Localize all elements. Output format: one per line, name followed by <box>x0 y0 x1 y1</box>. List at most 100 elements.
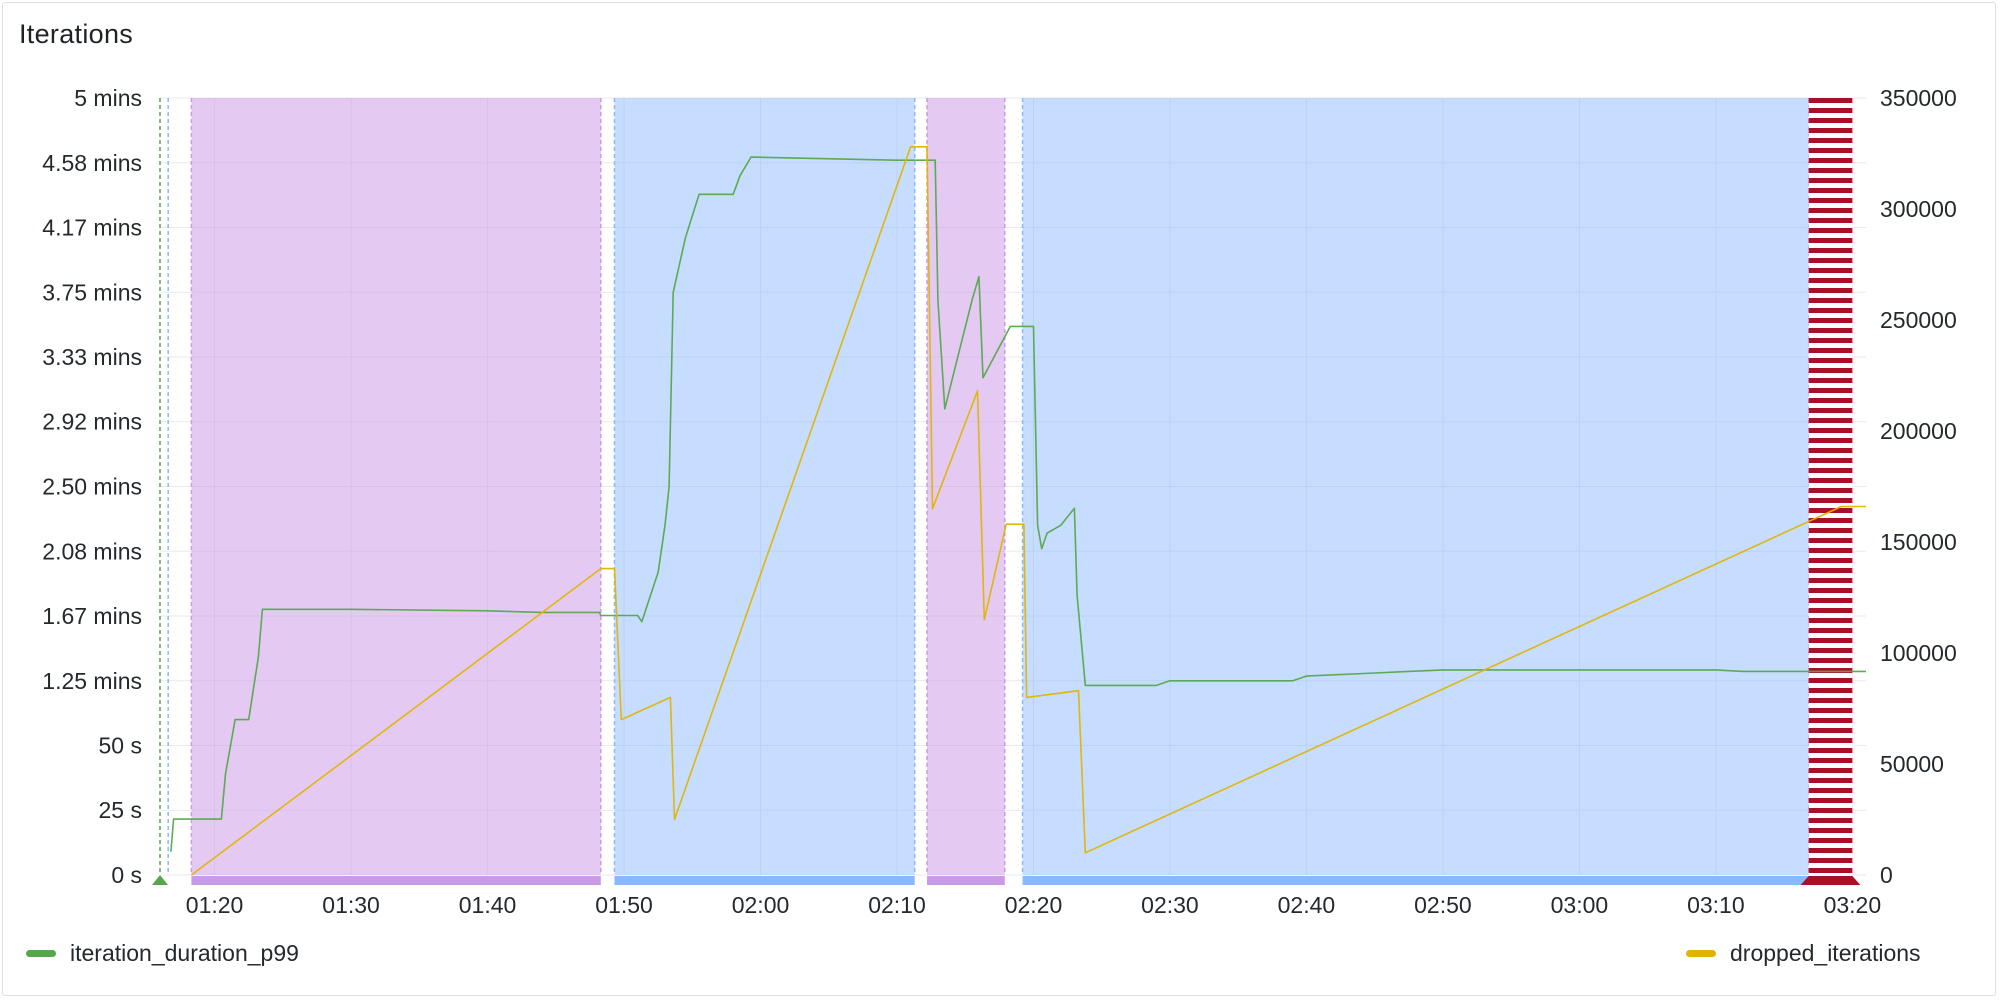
annotation-band-blue[interactable] <box>614 876 915 885</box>
alert-region-stripe <box>1808 408 1853 413</box>
alert-region-stripe <box>1808 618 1853 623</box>
x-tick-label: 01:50 <box>595 892 653 918</box>
alert-region-stripe <box>1808 388 1853 393</box>
legend-swatch-dropped <box>1686 950 1716 957</box>
alert-region-stripe <box>1808 838 1853 843</box>
series-line-dropped-iterations[interactable] <box>190 146 1866 876</box>
alert-region-stripe <box>1808 358 1853 363</box>
alert-region-stripe <box>1808 638 1853 643</box>
y-left-tick-label: 3.75 mins <box>42 279 142 305</box>
alert-region-stripe <box>1808 498 1853 503</box>
alert-region-stripe <box>1808 578 1853 583</box>
annotation-band-purple[interactable] <box>191 876 601 885</box>
alert-region-stripe <box>1808 868 1853 873</box>
alert-region-stripe <box>1808 98 1853 103</box>
legend-label-dropped: dropped_iterations <box>1730 940 1921 966</box>
alert-region-stripe <box>1808 768 1853 773</box>
alert-region-stripe <box>1808 138 1853 143</box>
x-tick-label: 02:40 <box>1278 892 1336 918</box>
alert-region-stripe <box>1808 648 1853 653</box>
alert-region-stripe <box>1808 538 1853 543</box>
legend-item-dropped[interactable]: dropped_iterations <box>1686 940 1921 967</box>
alert-region-stripe <box>1808 398 1853 403</box>
alert-region-stripe <box>1808 148 1853 153</box>
alert-region-stripe <box>1808 608 1853 613</box>
alert-region-stripe <box>1808 438 1853 443</box>
y-right-tick-label: 300000 <box>1880 196 1957 222</box>
alert-region-stripe <box>1808 828 1853 833</box>
legend-item-duration[interactable]: iteration_duration_p99 <box>26 940 299 967</box>
alert-region-stripe <box>1808 238 1853 243</box>
y-right-tick-label: 200000 <box>1880 418 1957 444</box>
alert-region-stripe <box>1808 518 1853 523</box>
y-left-tick-label: 4.58 mins <box>42 150 142 176</box>
alert-region-stripe <box>1808 708 1853 713</box>
alert-region-stripe <box>1808 298 1853 303</box>
alert-region-stripe <box>1808 848 1853 853</box>
alert-region-stripe <box>1808 458 1853 463</box>
alert-region-stripe <box>1808 808 1853 813</box>
alert-region-stripe <box>1808 478 1853 483</box>
alert-region-stripe <box>1808 788 1853 793</box>
y-left-tick-label: 1.25 mins <box>42 668 142 694</box>
alert-region-stripe <box>1808 418 1853 423</box>
x-tick-label: 03:00 <box>1551 892 1609 918</box>
alert-region-stripe <box>1808 288 1853 293</box>
alert-region-stripe <box>1808 718 1853 723</box>
alert-region-stripe <box>1808 328 1853 333</box>
annotation-band-purple[interactable] <box>927 876 1005 885</box>
alert-region-stripe <box>1808 178 1853 183</box>
alert-region-stripe <box>1808 318 1853 323</box>
series-line-iteration-duration-p99[interactable] <box>170 156 1866 852</box>
y-left-tick-label: 25 s <box>99 797 142 823</box>
annotation-region-purple[interactable] <box>191 98 601 875</box>
alert-region-stripe <box>1808 228 1853 233</box>
alert-region-stripe <box>1808 858 1853 863</box>
alert-region-stripe <box>1808 698 1853 703</box>
alert-region-stripe <box>1808 678 1853 683</box>
annotation-region-blue[interactable] <box>1022 98 1809 875</box>
alert-region-stripe <box>1808 668 1853 673</box>
alert-region-stripe <box>1808 598 1853 603</box>
alert-region-stripe <box>1808 658 1853 663</box>
alert-region-stripe <box>1808 428 1853 433</box>
alert-region-stripe <box>1808 568 1853 573</box>
alert-region-stripe <box>1808 268 1853 273</box>
annotation-region-purple[interactable] <box>927 98 1005 875</box>
x-tick-label: 02:20 <box>1005 892 1063 918</box>
alert-region-stripe <box>1808 208 1853 213</box>
y-right-tick-label: 250000 <box>1880 307 1957 333</box>
y-left-tick-label: 0 s <box>111 862 142 888</box>
y-left-tick-label: 2.50 mins <box>42 474 142 500</box>
alert-region-stripe <box>1808 528 1853 533</box>
alert-region-stripe <box>1808 378 1853 383</box>
alert-region-stripe <box>1808 188 1853 193</box>
alert-region-stripe <box>1808 158 1853 163</box>
annotation-band-blue[interactable] <box>1022 876 1809 885</box>
alert-region-stripe <box>1808 628 1853 633</box>
alert-region-stripe <box>1808 248 1853 253</box>
alert-region-stripe <box>1808 558 1853 563</box>
annotation-region-blue[interactable] <box>614 98 915 875</box>
alert-region-stripe <box>1808 198 1853 203</box>
y-left-tick-label: 2.08 mins <box>42 538 142 564</box>
event-marker-triangle[interactable] <box>152 875 168 885</box>
y-left-tick-label: 3.33 mins <box>42 344 142 370</box>
legend-swatch-duration <box>26 950 56 957</box>
alert-region-stripe <box>1808 448 1853 453</box>
alert-region-band[interactable] <box>1800 876 1861 885</box>
alert-region-stripe <box>1808 548 1853 553</box>
y-left-tick-label: 2.92 mins <box>42 409 142 435</box>
alert-region-stripe <box>1808 218 1853 223</box>
alert-region-stripe <box>1808 688 1853 693</box>
panel-title: Iterations <box>19 19 134 49</box>
alert-region-stripe <box>1808 748 1853 753</box>
alert-region-stripe <box>1808 108 1853 113</box>
alert-region-stripe <box>1808 128 1853 133</box>
alert-region-stripe <box>1808 758 1853 763</box>
x-tick-label: 03:20 <box>1824 892 1882 918</box>
alert-region-stripe <box>1808 728 1853 733</box>
x-tick-label: 01:40 <box>459 892 517 918</box>
alert-region-stripe <box>1808 368 1853 373</box>
